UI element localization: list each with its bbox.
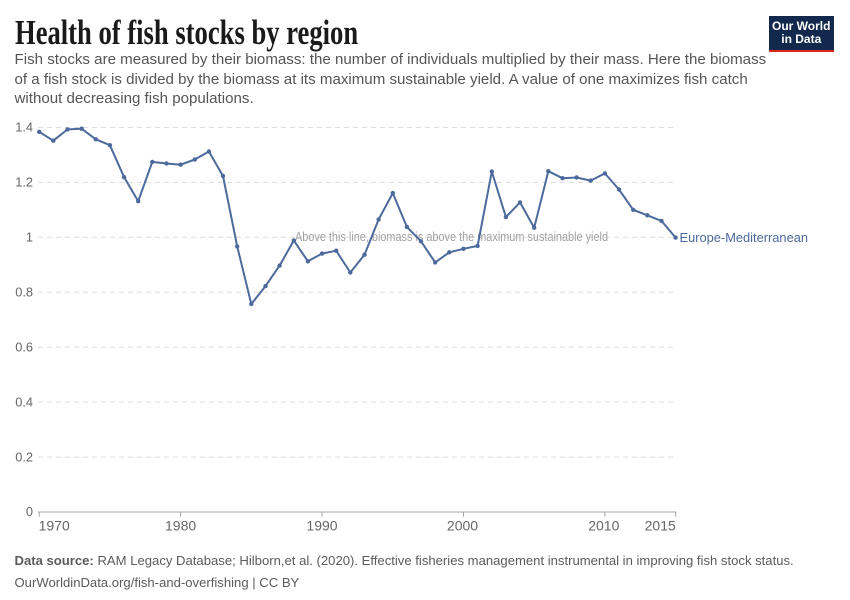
svg-text:0.2: 0.2 [15,449,33,464]
svg-text:1990: 1990 [306,517,337,533]
svg-text:1.2: 1.2 [15,175,33,190]
svg-text:Above this line, biomass is ab: Above this line, biomass is above the ma… [295,229,608,244]
svg-text:0: 0 [26,504,33,519]
svg-text:1: 1 [26,230,33,245]
svg-text:2010: 2010 [588,517,619,533]
svg-text:0.8: 0.8 [15,285,33,300]
svg-text:2000: 2000 [447,517,478,533]
svg-text:2015: 2015 [645,517,676,533]
svg-text:1.4: 1.4 [15,120,33,135]
svg-text:Europe-Mediterranean: Europe-Mediterranean [680,230,809,245]
svg-text:0.4: 0.4 [15,394,33,409]
svg-text:1980: 1980 [165,517,196,533]
svg-text:0.6: 0.6 [15,339,33,354]
svg-text:1970: 1970 [39,517,70,533]
